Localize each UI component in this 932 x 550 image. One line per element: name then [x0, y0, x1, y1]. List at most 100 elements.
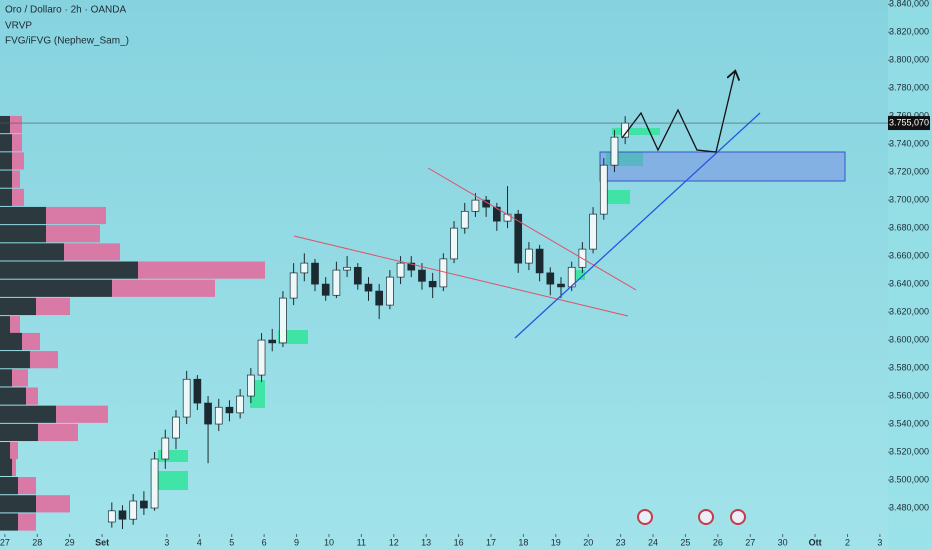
candle-body [386, 276, 394, 306]
x-tick-label: 9 [294, 537, 299, 547]
candle-body [129, 500, 138, 520]
candles [107, 116, 629, 530]
y-tick-label: 3.500,000 [889, 474, 929, 484]
candle-body [514, 213, 523, 264]
candle-body [150, 458, 159, 509]
profile-sell [12, 134, 22, 152]
x-tick-label: 12 [389, 537, 399, 547]
profile-buy [0, 442, 10, 460]
y-tick-label: 3.680,000 [889, 222, 929, 232]
event-icon[interactable] [698, 509, 714, 525]
y-tick-label: 3.660,000 [889, 250, 929, 260]
profile-sell [10, 442, 18, 460]
candle-body [610, 136, 619, 166]
candle-body [599, 164, 608, 215]
profile-sell [36, 297, 70, 316]
candle-body [557, 283, 565, 288]
trend-line [514, 112, 761, 339]
y-tick-label: 3.640,000 [889, 278, 929, 288]
x-tick-label: 26 [713, 537, 723, 547]
candle-body [353, 266, 362, 285]
profile-sell [64, 243, 120, 261]
candle-body [535, 248, 544, 274]
candle-body [332, 269, 341, 296]
profile-sell [18, 513, 36, 531]
trend-line [293, 235, 629, 317]
x-tick-label: 5 [229, 537, 234, 547]
candle-body [589, 213, 597, 250]
profile-buy [0, 279, 112, 297]
fvg-box [158, 471, 188, 490]
profile-sell [138, 261, 265, 279]
x-tick-label: 23 [616, 537, 626, 547]
profile-sell [38, 423, 78, 442]
event-icon[interactable] [730, 509, 746, 525]
profile-buy [0, 495, 36, 513]
candle-body [567, 266, 576, 288]
x-tick-label: 27 [745, 537, 755, 547]
x-tick-label: 19 [551, 537, 561, 547]
y-tick-label: 3.540,000 [889, 418, 929, 428]
profile-sell [10, 316, 20, 334]
x-tick-label: 28 [32, 537, 42, 547]
candle-body [407, 262, 416, 271]
candle-body [236, 395, 244, 414]
profile-sell [56, 405, 108, 423]
profile-buy [0, 134, 12, 152]
y-tick-label: 3.760,000 [889, 111, 929, 121]
profile-sell [30, 351, 58, 369]
profile-buy [0, 513, 18, 531]
candle-body [193, 378, 202, 404]
indicator-label: VRVP [5, 21, 32, 32]
candle-body [279, 297, 287, 344]
candle-body [418, 269, 426, 282]
profile-sell [26, 387, 38, 405]
trend-line [427, 167, 637, 291]
fvg-box [575, 270, 585, 280]
y-tick-label: 3.700,000 [889, 195, 929, 205]
candle-body [225, 406, 234, 414]
y-tick-label: 3.560,000 [889, 390, 929, 400]
profile-sell [18, 477, 36, 495]
profile-buy [0, 316, 10, 334]
x-tick-label: 3 [164, 537, 169, 547]
y-tick-label: 3.580,000 [889, 362, 929, 372]
x-tick-label: 27 [0, 537, 10, 547]
event-icon[interactable] [637, 509, 653, 525]
x-tick-label: 30 [778, 537, 788, 547]
candle-body [364, 283, 373, 292]
profile-sell [112, 279, 215, 297]
x-tick-label: 18 [518, 537, 528, 547]
profile-sell [12, 152, 24, 170]
profile-buy [0, 387, 26, 405]
last-price-label: 3.755,070 [889, 117, 929, 127]
profile-sell [12, 369, 28, 387]
demand-zone [599, 151, 846, 182]
event-icons [637, 509, 746, 525]
profile-sell [12, 170, 20, 188]
x-tick-label: 16 [454, 537, 464, 547]
candle-body [118, 510, 127, 520]
profile-buy [0, 297, 36, 316]
profile-sell [12, 188, 24, 206]
candle-body [289, 272, 298, 299]
candle-body [343, 266, 351, 271]
x-tick-label: 29 [65, 537, 75, 547]
candle-body [182, 378, 191, 418]
volume-profile [0, 115, 265, 531]
profile-sell [46, 225, 100, 243]
profile-buy [0, 170, 12, 188]
y-tick-label: 3.820,000 [889, 27, 929, 37]
x-tick-label: 10 [324, 537, 334, 547]
x-tick-label: 6 [262, 537, 267, 547]
candle-body [375, 290, 384, 306]
symbol-title: Oro / Dollaro · 2h · OANDA [5, 5, 126, 16]
candle-body [257, 339, 266, 376]
profile-sell [10, 115, 22, 134]
candle-body [460, 210, 469, 229]
profile-buy [0, 152, 12, 170]
x-tick-label: 17 [486, 537, 496, 547]
